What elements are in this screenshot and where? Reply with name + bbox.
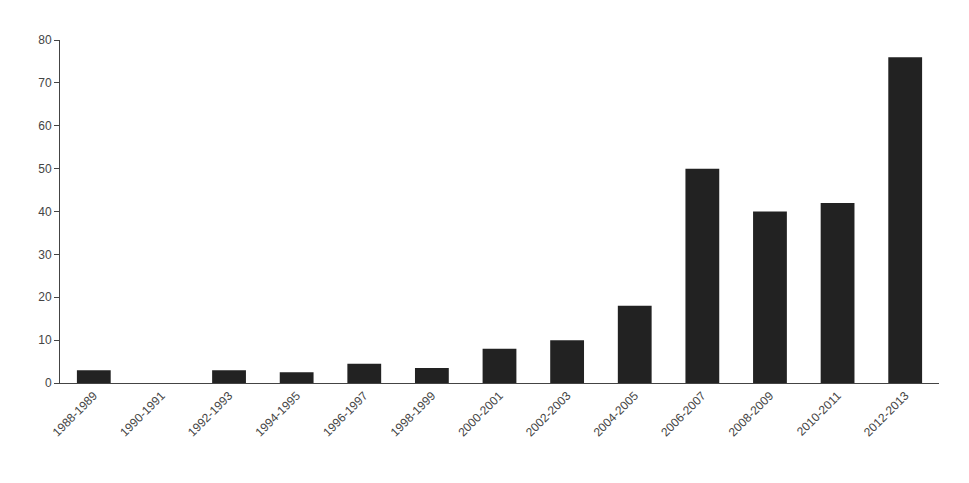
svg-text:2008-2009: 2008-2009 bbox=[726, 389, 777, 440]
svg-text:1988-1989: 1988-1989 bbox=[50, 389, 101, 440]
svg-text:1992-1993: 1992-1993 bbox=[185, 389, 236, 440]
svg-text:80: 80 bbox=[38, 33, 52, 47]
svg-text:2012-2013: 2012-2013 bbox=[861, 389, 912, 440]
svg-text:50: 50 bbox=[38, 162, 52, 176]
svg-text:2002-2003: 2002-2003 bbox=[523, 389, 574, 440]
svg-text:30: 30 bbox=[38, 248, 52, 262]
svg-text:20: 20 bbox=[38, 290, 52, 304]
svg-text:70: 70 bbox=[38, 76, 52, 90]
svg-text:2006-2007: 2006-2007 bbox=[658, 389, 709, 440]
svg-text:1990-1991: 1990-1991 bbox=[117, 389, 168, 440]
svg-text:2010-2011: 2010-2011 bbox=[794, 389, 844, 439]
svg-text:2000-2001: 2000-2001 bbox=[455, 389, 506, 440]
svg-text:1996-1997: 1996-1997 bbox=[320, 389, 371, 440]
svg-text:10: 10 bbox=[38, 333, 52, 347]
svg-text:40: 40 bbox=[38, 205, 52, 219]
svg-text:60: 60 bbox=[38, 119, 52, 133]
svg-text:0: 0 bbox=[45, 376, 52, 390]
svg-text:2004-2005: 2004-2005 bbox=[591, 389, 642, 440]
svg-text:1998-1999: 1998-1999 bbox=[388, 389, 439, 440]
svg-text:1994-1995: 1994-1995 bbox=[253, 389, 304, 440]
